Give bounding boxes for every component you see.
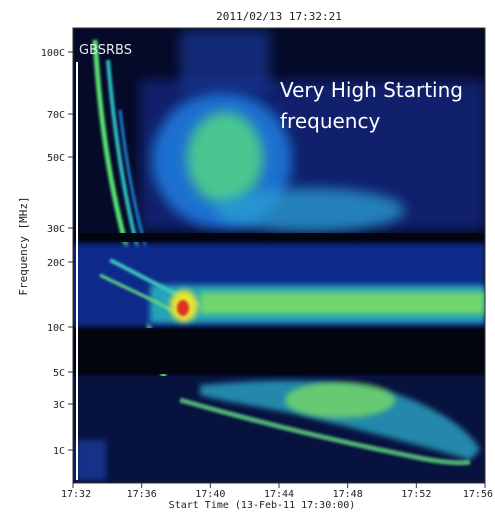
y-axis-ticks: 100C 70C 50C 30C 20C 10C 5C 3C 1C bbox=[41, 48, 73, 457]
annotation-line-2: frequency bbox=[280, 109, 380, 133]
mid-band-bright bbox=[200, 292, 485, 314]
x-tick-label: 17:56 bbox=[463, 489, 493, 500]
x-axis-ticks: 17:32 17:36 17:40 17:44 17:48 17:52 17:56 bbox=[61, 483, 493, 500]
lower-cloud-bright bbox=[285, 382, 395, 418]
annotation-line-1: Very High Starting bbox=[280, 78, 463, 102]
y-tick-label: 20C bbox=[47, 258, 65, 269]
y-tick-label: 1C bbox=[53, 446, 65, 457]
y-tick-label: 10C bbox=[47, 323, 65, 334]
burst-hotspot-core bbox=[177, 300, 189, 316]
x-axis-label: Start Time (13-Feb-11 17:30:00) bbox=[169, 500, 356, 511]
upper-cloud-tail bbox=[215, 188, 405, 232]
x-tick-label: 17:44 bbox=[264, 489, 294, 500]
y-tick-label: 100C bbox=[41, 48, 65, 59]
y-tick-label: 3C bbox=[53, 400, 65, 411]
lower-arc bbox=[200, 380, 480, 460]
x-tick-label: 17:36 bbox=[127, 489, 157, 500]
y-tick-label: 70C bbox=[47, 110, 65, 121]
y-tick-label: 30C bbox=[47, 224, 65, 235]
spectrogram-intensity bbox=[73, 30, 485, 483]
gap-band-lower bbox=[73, 328, 485, 374]
lower-left-noise bbox=[76, 440, 106, 480]
x-tick-label: 17:48 bbox=[333, 489, 363, 500]
lower-drift bbox=[179, 397, 471, 466]
y-tick-label: 50C bbox=[47, 153, 65, 164]
x-tick-label: 17:52 bbox=[401, 489, 431, 500]
y-tick-label: 5C bbox=[53, 368, 65, 379]
x-tick-label: 17:40 bbox=[195, 489, 225, 500]
chart-title: 2011/02/13 17:32:21 bbox=[216, 10, 342, 23]
upper-top-haze bbox=[180, 30, 270, 90]
x-tick-label: 17:32 bbox=[61, 489, 91, 500]
upper-cloud-core bbox=[187, 112, 263, 204]
y-axis-label: Frequency [MHz] bbox=[17, 196, 30, 295]
instrument-label: GBSRBS bbox=[79, 43, 132, 58]
gap-band-upper bbox=[73, 233, 485, 242]
